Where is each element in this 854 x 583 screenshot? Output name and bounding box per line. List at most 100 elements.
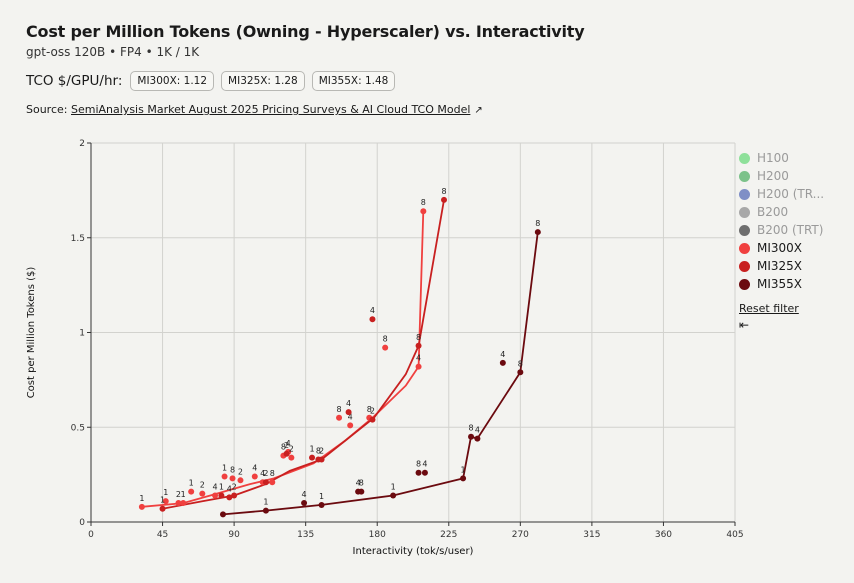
legend-item-mi355x[interactable]: MI355X xyxy=(739,275,824,293)
collapse-legend-icon[interactable]: ⇤ xyxy=(739,318,750,332)
x-tick-label: 45 xyxy=(157,530,168,540)
data-label-mi300x: 8 xyxy=(337,405,342,414)
y-tick-label: 0 xyxy=(79,518,85,528)
data-label-mi300x: 8 xyxy=(281,443,286,452)
data-point-mi300x xyxy=(415,363,422,370)
data-point-mi300x xyxy=(251,473,258,480)
data-label-mi300x: 4 xyxy=(260,469,265,478)
data-point-mi325x xyxy=(262,479,269,486)
data-label-mi355x: 1 xyxy=(263,498,268,507)
legend-label: MI300X xyxy=(757,241,803,255)
data-point-mi325x xyxy=(369,316,376,323)
data-point-mi325x xyxy=(218,492,225,499)
data-label-mi300x: 8 xyxy=(230,465,235,474)
data-point-mi300x xyxy=(288,454,295,461)
legend-dot xyxy=(739,206,750,218)
data-label-mi355x: 4 xyxy=(475,426,480,435)
data-label-mi325x: 8 xyxy=(441,187,446,196)
legend-label: H100 xyxy=(757,151,789,165)
data-point-mi300x xyxy=(229,475,236,482)
x-tick-label: 315 xyxy=(583,530,600,540)
data-point-mi325x xyxy=(369,416,376,423)
legend-label: H200 (TR... xyxy=(757,187,825,201)
data-point-mi300x xyxy=(162,498,169,505)
data-point-mi300x xyxy=(175,500,182,507)
data-point-mi325x xyxy=(226,494,233,501)
data-label-mi325x: 1 xyxy=(219,482,224,491)
data-label-mi325x: 2 xyxy=(319,446,324,455)
legend-dot xyxy=(739,242,750,254)
data-point-mi300x xyxy=(221,473,228,480)
source-link[interactable]: SemiAnalysis Market August 2025 Pricing … xyxy=(71,103,471,116)
chart-grid xyxy=(91,142,736,522)
tco-row: TCO $/GPU/hr: MI300X: 1.12 MI325X: 1.28 … xyxy=(26,71,402,91)
legend-dot xyxy=(739,260,750,272)
legend-label: H200 xyxy=(757,169,789,183)
y-axis-label: Cost per Million Tokens ($) xyxy=(26,267,37,399)
x-axis-label: Interactivity (tok/s/user) xyxy=(353,546,474,557)
legend-item-h200-trt[interactable]: H200 (TR... xyxy=(739,185,824,203)
y-tick-label: 1 xyxy=(79,329,85,339)
data-point-mi355x xyxy=(421,469,428,476)
data-point-mi300x xyxy=(237,477,244,484)
data-point-mi300x xyxy=(420,208,427,215)
data-point-mi300x xyxy=(212,492,219,499)
tco-pill-mi355x[interactable]: MI355X: 1.48 xyxy=(311,71,396,91)
data-point-mi325x xyxy=(309,454,316,461)
data-label-mi325x: 1 xyxy=(309,445,314,454)
data-point-mi355x xyxy=(499,359,506,366)
data-point-mi355x xyxy=(262,507,269,514)
data-point-mi325x xyxy=(415,342,422,349)
x-tick-label: 90 xyxy=(228,530,240,540)
data-label-mi325x: 1 xyxy=(160,496,165,505)
data-label-mi300x: 8 xyxy=(383,335,388,344)
data-point-mi355x xyxy=(301,500,308,507)
legend-dot xyxy=(739,278,750,290)
legend-item-h100[interactable]: H100 xyxy=(739,149,824,167)
data-label-mi300x: 4 xyxy=(348,412,353,421)
data-label-mi325x: 2 xyxy=(284,441,289,450)
data-label-mi300x: 4 xyxy=(416,354,421,363)
data-label-mi300x: 1 xyxy=(181,490,186,499)
data-point-mi355x xyxy=(415,469,422,476)
data-label-mi355x: 8 xyxy=(468,424,473,433)
data-label-mi355x: 8 xyxy=(359,479,364,488)
data-label-mi355x: 8 xyxy=(535,219,540,228)
legend-item-mi325x[interactable]: MI325X xyxy=(739,257,824,275)
data-label-mi355x: 4 xyxy=(302,490,307,499)
data-label-mi300x: 4 xyxy=(212,482,217,491)
data-point-mi300x xyxy=(269,479,276,486)
legend-item-b200-trt[interactable]: B200 (TRT) xyxy=(739,221,824,239)
legend-label: B200 (TRT) xyxy=(757,223,824,237)
legend-dot xyxy=(739,188,750,200)
frontier-line-mi325x xyxy=(162,199,445,510)
legend-dot xyxy=(739,170,750,182)
data-label-mi325x: 2 xyxy=(263,469,268,478)
data-point-mi355x xyxy=(474,435,481,442)
legend-item-h200[interactable]: H200 xyxy=(739,167,824,185)
x-tick-label: 405 xyxy=(726,530,743,540)
legend-label: B200 xyxy=(757,205,789,219)
data-point-mi355x xyxy=(318,501,325,508)
external-link-icon[interactable]: ↗ xyxy=(474,105,483,116)
data-label-mi300x: 8 xyxy=(421,198,426,207)
tco-pill-mi300x[interactable]: MI300X: 1.12 xyxy=(130,71,215,91)
reset-filter-link[interactable]: Reset filter xyxy=(739,302,799,315)
data-label-mi300x: 2 xyxy=(238,467,243,476)
legend-item-b200[interactable]: B200 xyxy=(739,203,824,221)
data-label-mi355x: 4 xyxy=(422,460,427,469)
data-point-mi355x xyxy=(219,511,226,518)
x-tick-label: 270 xyxy=(512,530,529,540)
tco-pill-mi325x[interactable]: MI325X: 1.28 xyxy=(221,71,305,91)
data-label-mi325x: 8 xyxy=(416,333,421,342)
legend-item-mi300x[interactable]: MI300X xyxy=(739,239,824,257)
chart-subtitle: gpt-oss 120B • FP4 • 1K / 1K xyxy=(26,45,200,59)
data-point-mi300x xyxy=(382,344,389,351)
data-point-mi355x xyxy=(468,433,475,440)
data-point-mi325x xyxy=(231,492,238,499)
data-label-mi325x: 2 xyxy=(370,407,375,416)
data-label-mi325x: 4 xyxy=(346,399,351,408)
data-label-mi300x: 8 xyxy=(270,469,275,478)
data-point-mi300x xyxy=(347,422,354,429)
source-prefix: Source: xyxy=(26,103,68,116)
